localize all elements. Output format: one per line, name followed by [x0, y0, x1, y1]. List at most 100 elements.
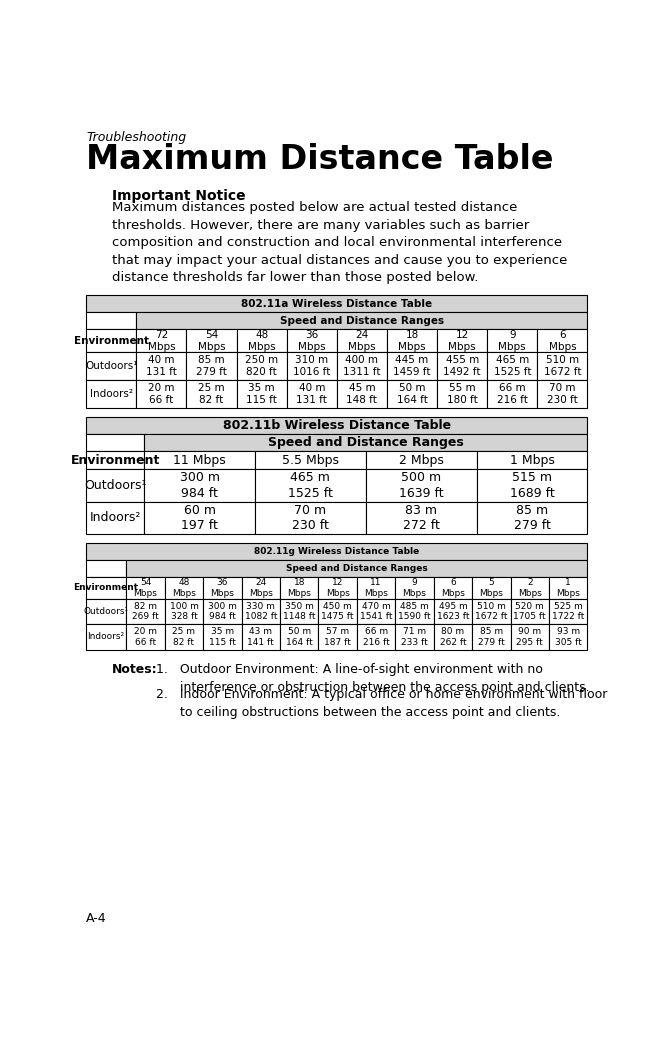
Bar [86, 450, 144, 469]
Bar [476, 450, 587, 469]
Text: 24
Mbps: 24 Mbps [249, 579, 273, 597]
Bar [549, 578, 587, 598]
Text: 510 m
1672 ft: 510 m 1672 ft [475, 602, 508, 622]
Text: Environment: Environment [70, 454, 160, 466]
Text: 400 m
1311 ft: 400 m 1311 ft [343, 355, 380, 377]
Text: 300 m
984 ft: 300 m 984 ft [179, 471, 219, 500]
Bar [396, 624, 434, 650]
Bar [255, 502, 366, 534]
Bar [472, 578, 510, 598]
Text: 55 m
180 ft: 55 m 180 ft [447, 383, 478, 405]
Bar [165, 624, 203, 650]
Text: A-4: A-4 [86, 912, 106, 925]
Bar [137, 312, 587, 330]
Text: 18
Mbps: 18 Mbps [287, 579, 311, 597]
Text: 43 m
141 ft: 43 m 141 ft [248, 627, 274, 647]
Bar [357, 624, 396, 650]
Text: Speed and Distance Ranges: Speed and Distance Ranges [286, 564, 428, 573]
Text: 45 m
148 ft: 45 m 148 ft [346, 383, 377, 405]
Text: 2 Mbps: 2 Mbps [399, 454, 443, 466]
Text: Outdoors¹: Outdoors¹ [84, 479, 147, 492]
Text: Outdoors¹: Outdoors¹ [85, 361, 137, 372]
Text: 465 m
1525 ft: 465 m 1525 ft [493, 355, 531, 377]
Text: Maximum Distance Table: Maximum Distance Table [86, 143, 553, 176]
Text: 9
Mbps: 9 Mbps [499, 330, 526, 352]
Bar [549, 598, 587, 624]
Bar [510, 578, 549, 598]
Text: 18
Mbps: 18 Mbps [398, 330, 426, 352]
Bar [137, 330, 187, 353]
Text: 25 m
82 ft: 25 m 82 ft [198, 383, 225, 405]
Text: 72
Mbps: 72 Mbps [148, 330, 175, 352]
Text: 66 m
216 ft: 66 m 216 ft [497, 383, 528, 405]
Bar [487, 330, 537, 353]
Bar [434, 598, 472, 624]
Bar [126, 561, 587, 578]
Text: 40 m
131 ft: 40 m 131 ft [296, 383, 327, 405]
Text: 500 m
1639 ft: 500 m 1639 ft [399, 471, 443, 500]
Text: 40 m
131 ft: 40 m 131 ft [146, 355, 177, 377]
Text: 90 m
295 ft: 90 m 295 ft [516, 627, 543, 647]
Text: 445 m
1459 ft: 445 m 1459 ft [394, 355, 431, 377]
Text: 20 m
66 ft: 20 m 66 ft [134, 627, 157, 647]
Text: Troubleshooting: Troubleshooting [86, 130, 186, 144]
Bar [387, 353, 437, 380]
Text: 802.11a Wireless Distance Table: 802.11a Wireless Distance Table [241, 299, 432, 309]
Bar [126, 624, 165, 650]
Text: 85 m
279 ft: 85 m 279 ft [478, 627, 505, 647]
Bar [242, 578, 280, 598]
Text: 82 m
269 ft: 82 m 269 ft [132, 602, 159, 622]
Text: Speed and Distance Ranges: Speed and Distance Ranges [268, 436, 464, 449]
Bar [86, 312, 137, 330]
Text: 5.5 Mbps: 5.5 Mbps [282, 454, 339, 466]
Text: 310 m
1016 ft: 310 m 1016 ft [293, 355, 330, 377]
Bar [242, 624, 280, 650]
Bar [280, 578, 319, 598]
Text: Notes:: Notes: [112, 664, 157, 676]
Bar [144, 434, 587, 450]
Bar [537, 380, 587, 407]
Bar [476, 502, 587, 534]
Text: Indoors²: Indoors² [90, 388, 133, 399]
Bar [203, 578, 242, 598]
Text: 100 m
328 ft: 100 m 328 ft [170, 602, 198, 622]
Text: 510 m
1672 ft: 510 m 1672 ft [543, 355, 581, 377]
Bar [337, 380, 387, 407]
Text: 300 m
984 ft: 300 m 984 ft [208, 602, 237, 622]
Bar [510, 598, 549, 624]
Bar [396, 598, 434, 624]
Bar [86, 330, 137, 353]
Text: 50 m
164 ft: 50 m 164 ft [286, 627, 313, 647]
Text: 20 m
66 ft: 20 m 66 ft [148, 383, 175, 405]
Text: 11
Mbps: 11 Mbps [364, 579, 388, 597]
Bar [366, 450, 476, 469]
Text: 80 m
262 ft: 80 m 262 ft [440, 627, 466, 647]
Bar [86, 624, 126, 650]
Text: 9
Mbps: 9 Mbps [403, 579, 426, 597]
Text: 54
Mbps: 54 Mbps [198, 330, 225, 352]
Text: 515 m
1689 ft: 515 m 1689 ft [510, 471, 555, 500]
Bar [237, 353, 286, 380]
Bar [487, 380, 537, 407]
Text: 525 m
1722 ft: 525 m 1722 ft [552, 602, 584, 622]
Bar [437, 353, 487, 380]
Text: Speed and Distance Ranges: Speed and Distance Ranges [280, 316, 444, 326]
Text: 520 m
1705 ft: 520 m 1705 ft [514, 602, 546, 622]
Bar [280, 598, 319, 624]
Text: 465 m
1525 ft: 465 m 1525 ft [288, 471, 333, 500]
Text: Indoors²: Indoors² [87, 632, 125, 642]
Bar [187, 330, 237, 353]
Text: 12
Mbps: 12 Mbps [326, 579, 350, 597]
Bar [286, 330, 337, 353]
Text: 50 m
164 ft: 50 m 164 ft [397, 383, 428, 405]
Text: 5
Mbps: 5 Mbps [480, 579, 503, 597]
Text: Maximum distances posted below are actual tested distance
thresholds. However, t: Maximum distances posted below are actua… [112, 202, 567, 285]
Bar [144, 502, 255, 534]
Bar [86, 543, 587, 561]
Bar [472, 624, 510, 650]
Bar [387, 330, 437, 353]
Text: 485 m
1590 ft: 485 m 1590 ft [398, 602, 431, 622]
Text: 470 m
1541 ft: 470 m 1541 ft [360, 602, 392, 622]
Bar [242, 598, 280, 624]
Text: 35 m
115 ft: 35 m 115 ft [209, 627, 236, 647]
